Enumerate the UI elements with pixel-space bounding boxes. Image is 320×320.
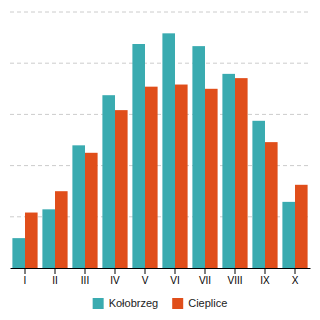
legend-swatch xyxy=(172,298,183,309)
bar xyxy=(222,74,235,268)
tick-mark xyxy=(265,268,266,274)
tick: X xyxy=(292,268,299,286)
tick-mark xyxy=(25,268,26,274)
tick-mark xyxy=(205,268,206,274)
grid-line xyxy=(10,114,310,115)
tick: V xyxy=(142,268,149,286)
tick-label: VII xyxy=(199,275,211,286)
bar xyxy=(235,78,248,268)
bars xyxy=(12,33,307,268)
grid-line xyxy=(10,63,310,64)
x-axis: IIIIIIIVVVIVIIVIIIIXX xyxy=(11,268,311,286)
tick-mark xyxy=(85,268,86,274)
bar xyxy=(25,213,38,268)
bar xyxy=(175,85,188,268)
tick: IX xyxy=(260,268,270,286)
bar-series xyxy=(12,33,295,268)
tick: VIII xyxy=(227,268,242,286)
legend-item: Kołobrzeg xyxy=(93,297,159,309)
bar xyxy=(282,202,295,268)
bar xyxy=(162,33,175,268)
legend-label: Kołobrzeg xyxy=(109,297,159,309)
grid-line xyxy=(10,12,310,13)
bar xyxy=(132,44,145,268)
tick-label: IX xyxy=(260,275,270,286)
bar xyxy=(192,46,205,268)
bar xyxy=(115,110,128,268)
tick-mark xyxy=(55,268,56,274)
bar xyxy=(145,87,158,268)
bar xyxy=(252,121,265,268)
tick: I xyxy=(24,268,27,286)
bar xyxy=(295,185,308,268)
legend: Kołobrzeg Cieplice xyxy=(93,297,228,309)
tick: II xyxy=(52,268,58,286)
bar xyxy=(72,145,85,268)
tick-mark xyxy=(145,268,146,274)
bar xyxy=(12,238,25,268)
tick: VII xyxy=(199,268,211,286)
legend-swatch xyxy=(93,298,104,309)
tick-label: IV xyxy=(110,275,120,286)
bar xyxy=(102,95,115,268)
tick-label: VIII xyxy=(227,275,242,286)
tick-label: III xyxy=(81,275,89,286)
tick-mark xyxy=(235,268,236,274)
tick-label: II xyxy=(52,275,58,286)
tick-mark xyxy=(295,268,296,274)
tick: IV xyxy=(110,268,120,286)
chart: IIIIIIIVVVIVIIVIIIIXXKołobrzegCieplice xyxy=(0,0,320,320)
tick-mark xyxy=(175,268,176,274)
bar xyxy=(205,89,218,268)
tick-label: V xyxy=(142,275,149,286)
bar xyxy=(42,209,55,268)
legend-label: Cieplice xyxy=(188,297,227,309)
tick-label: I xyxy=(24,275,27,286)
tick: VI xyxy=(170,268,179,286)
bar-series xyxy=(25,78,308,268)
tick-mark xyxy=(115,268,116,274)
tick-label: VI xyxy=(170,275,179,286)
tick-label: X xyxy=(292,275,299,286)
legend-item: Cieplice xyxy=(172,297,227,309)
bar xyxy=(265,142,278,268)
tick: III xyxy=(81,268,89,286)
bar xyxy=(85,153,98,268)
bar xyxy=(55,191,68,268)
